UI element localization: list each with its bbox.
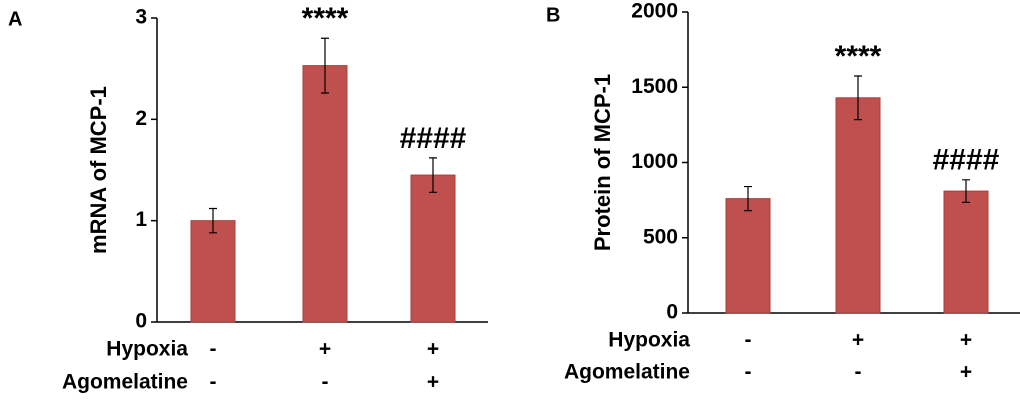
condition-sign: - bbox=[210, 338, 217, 361]
error-bar bbox=[429, 157, 437, 193]
condition-sign: + bbox=[852, 329, 864, 352]
condition-sign: - bbox=[745, 361, 752, 384]
condition-sign: - bbox=[855, 361, 862, 384]
significance-label: **** bbox=[835, 40, 882, 73]
significance-label: #### bbox=[933, 144, 1000, 177]
error-bar bbox=[854, 75, 862, 121]
y-tick-label: 1000 bbox=[631, 150, 678, 173]
significance-label: **** bbox=[302, 2, 349, 35]
y-tick-label: 2000 bbox=[631, 0, 678, 23]
condition-sign: - bbox=[322, 371, 329, 394]
condition-sign: - bbox=[745, 329, 752, 352]
condition-name: Agomelatine bbox=[564, 361, 690, 384]
bar bbox=[943, 190, 989, 314]
bar bbox=[835, 97, 881, 314]
y-tick-label: 2 bbox=[135, 107, 147, 130]
significance-label: #### bbox=[400, 122, 467, 155]
y-tick-label: 1500 bbox=[631, 75, 678, 98]
condition-name: Agomelatine bbox=[62, 371, 188, 394]
condition-name: Hypoxia bbox=[608, 329, 690, 352]
y-axis-label: Protein of MCP-1 bbox=[590, 74, 615, 251]
panel-label: A bbox=[8, 8, 22, 30]
y-tick-label: 3 bbox=[135, 6, 147, 29]
panel-label: B bbox=[546, 4, 560, 26]
y-tick-label: 500 bbox=[643, 225, 678, 248]
condition-name: Hypoxia bbox=[106, 338, 188, 361]
condition-sign: + bbox=[960, 361, 972, 384]
error-bar bbox=[209, 207, 217, 234]
error-bar bbox=[962, 179, 970, 203]
y-axis-label: mRNA of MCP-1 bbox=[86, 86, 111, 254]
bar bbox=[725, 198, 771, 314]
y-tick-label: 1 bbox=[135, 208, 147, 231]
condition-sign: + bbox=[319, 338, 331, 361]
y-tick-label: 0 bbox=[135, 310, 147, 333]
error-bar bbox=[321, 37, 329, 94]
bar bbox=[190, 220, 236, 323]
condition-sign: + bbox=[960, 329, 972, 352]
condition-sign: + bbox=[427, 371, 439, 394]
condition-sign: - bbox=[210, 371, 217, 394]
y-tick-label: 0 bbox=[666, 301, 678, 324]
bar bbox=[302, 65, 348, 323]
bar bbox=[410, 174, 456, 323]
error-bar bbox=[744, 185, 752, 212]
condition-sign: + bbox=[427, 338, 439, 361]
